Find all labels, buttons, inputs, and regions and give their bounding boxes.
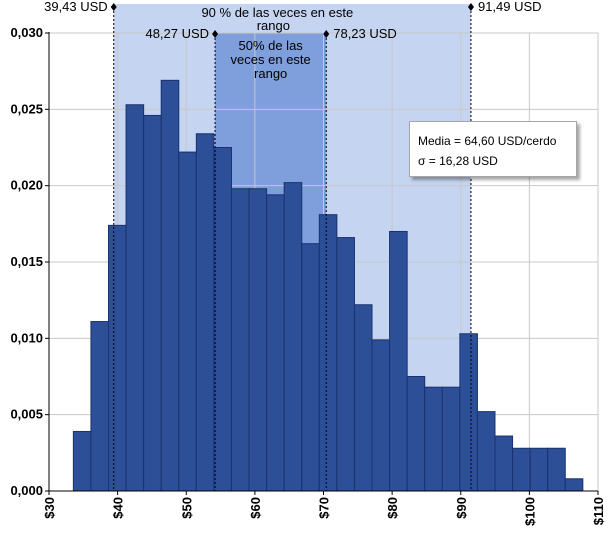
- histogram-bar: [125, 104, 145, 492]
- histogram-bar: [529, 447, 549, 492]
- range-50-high-marker-diamond: [323, 30, 330, 38]
- histogram-bar: [318, 214, 338, 492]
- y-tick-label: 0,010: [10, 330, 43, 345]
- histogram-bars: [72, 79, 584, 492]
- histogram-bar: [547, 447, 566, 492]
- x-tick-label: $60: [248, 497, 263, 519]
- range-90-high-marker-diamond: [467, 3, 474, 11]
- y-tick-label: 0,015: [10, 254, 43, 269]
- histogram-bar: [564, 478, 584, 492]
- x-tick-label: $80: [385, 497, 400, 519]
- histogram-bar: [512, 447, 531, 492]
- histogram-bar: [424, 386, 443, 492]
- histogram-bar: [441, 386, 461, 492]
- range-50-low-marker-diamond: [212, 30, 219, 38]
- range-90-low-label: 39,43 USD: [44, 0, 108, 14]
- histogram-bar: [283, 182, 303, 492]
- histogram-bar: [107, 224, 127, 492]
- y-tick-label: 0,005: [10, 407, 43, 422]
- histogram-bar: [72, 430, 92, 492]
- range-50-title-line3: rango: [254, 66, 287, 81]
- y-tick-label: 0,020: [10, 178, 43, 193]
- range-50-high-label: 78,23 USD: [333, 26, 397, 41]
- histogram-bar: [459, 333, 478, 492]
- histogram-bar: [248, 188, 268, 492]
- histogram-bar: [213, 147, 232, 492]
- x-tick-label: $70: [317, 497, 332, 519]
- range-90-title-line1: 90 % de las veces en este: [201, 5, 353, 20]
- mean-label: Media = 64,60 USD/cerdo: [418, 134, 557, 148]
- x-tick-label: $30: [42, 497, 57, 519]
- y-tick-labels: 0,000 0,005 0,010 0,015 0,020 0,025 0,030: [10, 25, 49, 498]
- x-tick-label: $110: [591, 497, 606, 525]
- histogram-bar: [160, 79, 180, 492]
- y-tick-label: 0,000: [10, 483, 43, 498]
- histogram-bar: [195, 133, 215, 492]
- std-dev-label: σ = 16,28 USD: [418, 154, 498, 168]
- y-tick-label: 0,030: [10, 25, 43, 40]
- histogram-bar: [406, 376, 426, 492]
- x-tick-label: $50: [179, 497, 194, 519]
- histogram-bar: [336, 237, 355, 492]
- histogram-bar: [353, 304, 373, 492]
- histogram-bar: [230, 188, 250, 492]
- histogram-bar: [178, 151, 197, 492]
- x-tick-labels: $30 $40 $50 $60 $70 $80 $90 $100 $110: [42, 491, 606, 526]
- histogram-bar: [389, 230, 408, 492]
- histogram-bar: [494, 435, 514, 492]
- x-tick-label: $90: [454, 497, 469, 519]
- range-50-title-line1: 50% de las: [238, 38, 303, 53]
- x-tick-label: $100: [522, 497, 537, 526]
- range-50-low-label: 48,27 USD: [145, 26, 209, 41]
- range-90-low-marker-diamond: [110, 3, 117, 11]
- histogram-bar: [301, 243, 320, 492]
- histogram-bar: [90, 321, 109, 492]
- range-markers: [110, 3, 474, 491]
- x-tick-label: $40: [111, 497, 126, 519]
- histogram-bar: [143, 114, 162, 492]
- histogram-bar: [476, 411, 496, 492]
- statistics-box: Media = 64,60 USD/cerdo σ = 16,28 USD: [409, 121, 577, 177]
- range-50-title-line2: veces en este: [231, 52, 311, 67]
- range-90-title-line2: rango: [257, 18, 290, 33]
- y-tick-label: 0,025: [10, 101, 43, 116]
- range-90-high-label: 91,49 USD: [478, 0, 542, 14]
- histogram-bar: [371, 339, 391, 492]
- histogram-bar: [266, 194, 285, 492]
